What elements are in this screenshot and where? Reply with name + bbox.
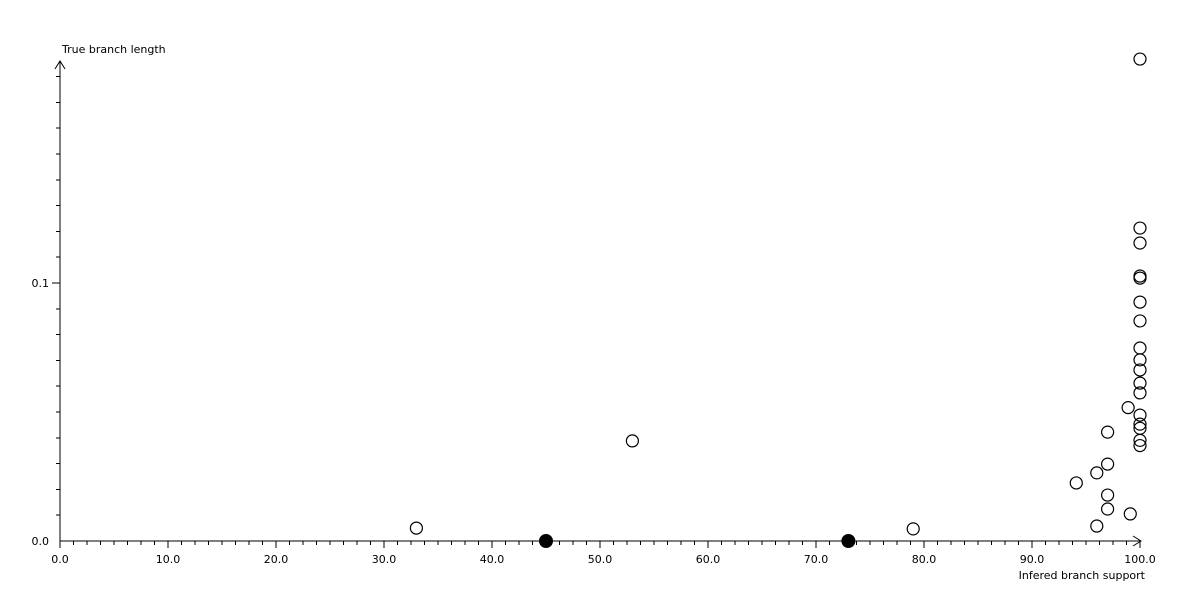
- x-tick-label: 60.0: [696, 553, 721, 566]
- x-tick-label: 100.0: [1124, 553, 1156, 566]
- data-point-open: [1100, 457, 1115, 471]
- data-point-open: [1121, 401, 1135, 415]
- data-point-open: [906, 522, 920, 536]
- data-point-open: [1133, 433, 1147, 447]
- data-point-open: [1100, 502, 1115, 516]
- data-point-open: [1133, 236, 1147, 250]
- data-point-open: [1133, 363, 1147, 377]
- x-tick-label: 50.0: [588, 553, 613, 566]
- y-axis-title: True branch length: [62, 43, 166, 56]
- data-point-open: [1090, 519, 1104, 533]
- data-point-open: [1069, 476, 1083, 490]
- x-axis-arrow: [1132, 535, 1142, 547]
- y-axis-arrow: [54, 60, 66, 70]
- x-tick-label: 10.0: [156, 553, 181, 566]
- x-tick-label: 80.0: [912, 553, 937, 566]
- x-axis-title: Infered branch support: [1018, 569, 1145, 582]
- data-point-filled: [539, 534, 553, 548]
- data-point-open: [1100, 425, 1115, 439]
- data-point-open: [1133, 353, 1147, 367]
- data-point-open: [1123, 507, 1137, 521]
- data-point-open: [409, 521, 423, 535]
- data-point-open: [1133, 438, 1147, 453]
- x-tick-label: 0.0: [51, 553, 69, 566]
- data-point-open: [1133, 417, 1147, 431]
- data-point-open: [1133, 341, 1147, 355]
- data-point-open: [1133, 221, 1147, 235]
- y-tick-label: 0.1: [32, 277, 50, 290]
- data-point-open: [1133, 295, 1147, 309]
- data-point-open: [1090, 466, 1104, 480]
- data-point-open: [625, 434, 640, 448]
- x-tick-label: 30.0: [372, 553, 397, 566]
- y-tick-label: 0.0: [32, 535, 50, 548]
- data-point-open: [1133, 386, 1147, 400]
- data-point-open: [1133, 52, 1147, 66]
- data-point-open: [1133, 408, 1147, 422]
- data-point-open: [1133, 376, 1147, 390]
- data-point-filled: [841, 534, 856, 548]
- x-tick-label: 90.0: [1020, 553, 1045, 566]
- data-point-open: [1133, 271, 1147, 285]
- data-point-open: [1133, 314, 1147, 328]
- x-tick-label: 20.0: [264, 553, 289, 566]
- x-tick-label: 70.0: [804, 553, 829, 566]
- data-point-open: [1100, 488, 1115, 502]
- x-tick-label: 40.0: [480, 553, 505, 566]
